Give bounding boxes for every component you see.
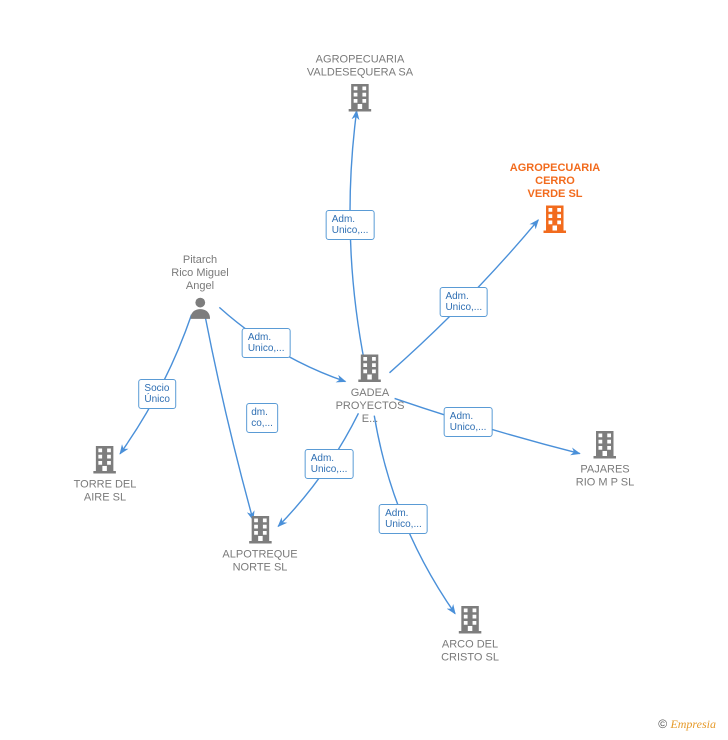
copyright: © Empresia: [658, 717, 716, 732]
edge-gadea-pajares: [395, 398, 580, 453]
edge-pitarch-torre: [120, 315, 191, 454]
copyright-symbol: ©: [658, 717, 667, 731]
edge-gadea-alpotreque: [278, 413, 358, 526]
network-canvas: [0, 0, 728, 740]
edge-gadea-agrovald: [350, 111, 365, 365]
edge-gadea-agrocerro: [389, 220, 538, 373]
edge-gadea-arco: [374, 416, 455, 614]
edge-pitarch-gadea: [219, 307, 345, 381]
copyright-brand: Empresia: [670, 717, 716, 731]
edge-pitarch-alpotreque: [205, 316, 253, 520]
